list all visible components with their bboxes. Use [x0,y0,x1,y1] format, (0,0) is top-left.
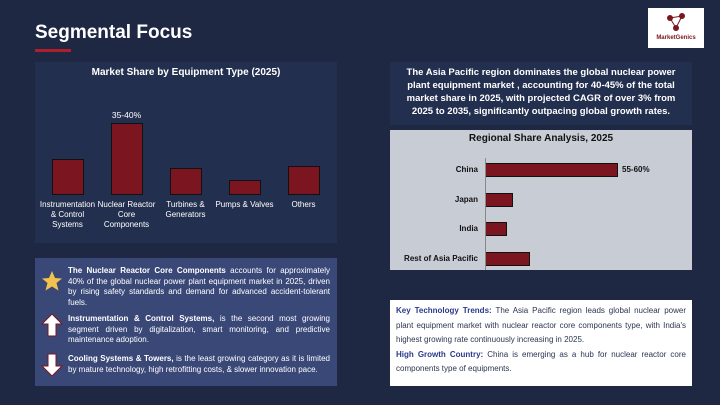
notes: Key Technology Trends: The Asia Pacific … [390,300,692,386]
regional-chart: Regional Share Analysis, 2025 China 55-60%… [390,130,692,270]
logo-icon [667,13,685,31]
highlight-text: accounts for approximately 40% of the gl… [68,266,330,307]
y-tick-label: Japan [454,194,478,204]
x-tick-label: Others [291,200,316,209]
up-arrow-icon [41,313,63,337]
highlight-bold: Instrumentation & Control Systems, [68,314,215,323]
y-tick-label: China [455,165,478,174]
x-tick-label: Turbines & Generators [165,200,206,219]
bar [485,192,513,207]
bar [110,123,143,195]
x-tick-label: Nuclear Reactor Core Components [97,200,156,229]
x-tick-label: Instrumentation & Control Systems [39,200,96,229]
highlight-text: is the least growing category as it is l… [68,354,330,374]
highlight: Cooling Systems & Towers, is the least g… [68,354,330,375]
underline [35,49,71,52]
highlight: Instrumentation & Control Systems, is th… [68,314,330,346]
equipment-chart: Market Share by Equipment Type (2025) Ins… [35,62,337,243]
bar [228,179,261,195]
note-text: China is emerging as a hub for nuclear r… [396,349,686,374]
chart-title: Regional Share Analysis, 2025 [468,133,614,144]
note-label: Key Technology Trends: [396,306,492,315]
bar [169,168,202,195]
down-arrow-icon [41,353,63,377]
note: Key Technology Trends: The Asia Pacific … [396,304,686,348]
highlight-text: is the second most growing segment drive… [68,314,330,344]
note-text: The Asia Pacific region leads global nuc… [396,306,686,344]
note-label: High Growth Country: [396,349,484,359]
note: High Growth Country: China is emerging a… [396,348,686,377]
star-icon [42,271,62,291]
highlight-bold: Cooling Systems & Towers, [68,354,174,363]
callout: The Asia Pacific region dominates the gl… [390,62,692,125]
y-tick-label: Rest of Asia Pacific [404,253,478,263]
y-tick-label: India [459,224,478,233]
bar [485,163,618,177]
bar [485,222,507,236]
bar [485,251,531,266]
slide-title: Segmental Focus [35,22,193,43]
bar [51,158,84,195]
highlight: The Nuclear Reactor Core Components acco… [68,266,330,308]
bar [287,166,320,195]
chart-title: Market Share by Equipment Type (2025) [91,67,281,78]
highlight-bold: The Nuclear Reactor Core Components [68,266,226,275]
logo-text: MarketGenics [656,35,696,41]
highlights: The Nuclear Reactor Core Components acco… [35,258,337,386]
value-label: 55-60% [622,165,650,174]
value-label: 35-40% [111,110,142,120]
logo: MarketGenics [648,8,704,48]
x-tick-label: Pumps & Valves [215,200,274,209]
axis-line [485,158,486,270]
